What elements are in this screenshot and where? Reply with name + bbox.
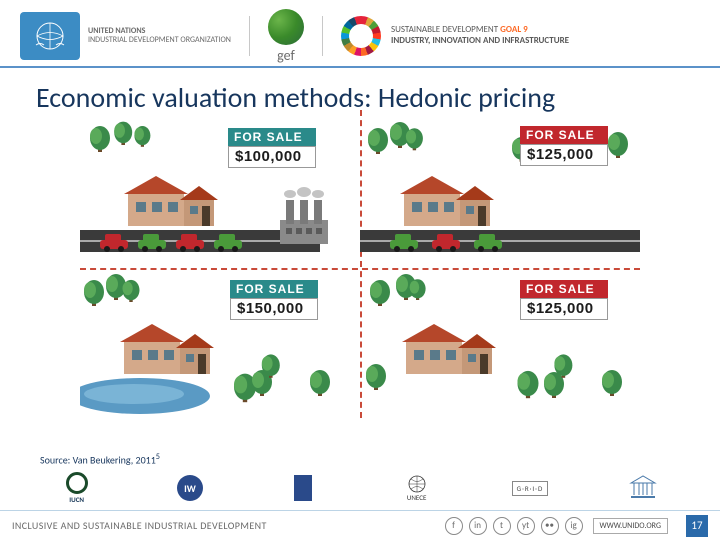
partner-logos-row: IUCN IW UNECE G·R·I·D (0, 470, 720, 506)
unece-label: UNECE (407, 493, 427, 502)
gef-globe-icon (268, 9, 304, 45)
slide-header: UNITED NATIONS INDUSTRIAL DEVELOPMENT OR… (0, 0, 720, 68)
sign-label: FOR SALE (520, 280, 608, 298)
unece-globe-icon (406, 475, 428, 493)
sdg-text: SUSTAINABLE DEVELOPMENT GOAL 9 INDUSTRY,… (391, 25, 569, 47)
flickr-icon[interactable]: •• (541, 517, 559, 535)
iw-badge-icon: IW (177, 475, 203, 501)
sign-price: $100,000 (228, 146, 316, 168)
unido-logo: UNITED NATIONS INDUSTRIAL DEVELOPMENT OR… (20, 12, 231, 60)
source-footnote: 5 (156, 452, 160, 462)
gef-logo: gef (268, 9, 304, 64)
unece-logo: UNECE (402, 475, 432, 501)
sdg-goal-label: SUSTAINABLE DEVELOPMENT (391, 24, 498, 35)
hedonic-pricing-infographic: FOR SALE $100,000 FOR SALE $125,000 (80, 118, 640, 418)
header-separator (249, 16, 250, 56)
facebook-icon[interactable]: f (445, 517, 463, 535)
sdg-tagline: INDUSTRY, INNOVATION AND INFRASTRUCTURE (391, 36, 569, 47)
iw-logo: IW (175, 475, 205, 501)
header-separator (322, 16, 323, 56)
undp-badge-icon (294, 475, 312, 501)
sdg-wheel-icon (341, 16, 381, 56)
for-sale-sign: FOR SALE $150,000 (230, 280, 318, 320)
footer-tagline: INCLUSIVE AND SUSTAINABLE INDUSTRIAL DEV… (12, 519, 435, 532)
quadrant-bottom-right: FOR SALE $125,000 (360, 268, 640, 418)
instagram-icon[interactable]: ig (565, 517, 583, 535)
sign-label: FOR SALE (228, 128, 316, 146)
for-sale-sign: FOR SALE $100,000 (228, 128, 316, 168)
grid-logo: G·R·I·D (515, 475, 545, 501)
for-sale-sign: FOR SALE $125,000 (520, 126, 608, 166)
sign-price: $125,000 (520, 144, 608, 166)
iucn-ring-icon (66, 472, 88, 494)
sign-price: $125,000 (520, 298, 608, 320)
linkedin-icon[interactable]: in (469, 517, 487, 535)
sdg-goal-number: GOAL 9 (500, 24, 528, 35)
grid-label: G·R·I·D (512, 481, 549, 496)
social-icons: f in t yt •• ig (445, 517, 583, 535)
unido-badge-icon (20, 12, 80, 60)
sign-label: FOR SALE (230, 280, 318, 298)
source-citation: Source: Van Beukering, 20115 (40, 452, 160, 466)
page-number: 17 (686, 515, 708, 537)
footer-bar: INCLUSIVE AND SUSTAINABLE INDUSTRIAL DEV… (0, 510, 720, 540)
quadrant-top-left: FOR SALE $100,000 (80, 118, 360, 268)
twitter-icon[interactable]: t (493, 517, 511, 535)
sign-price: $150,000 (230, 298, 318, 320)
undp-logo (288, 475, 318, 501)
quadrant-top-right: FOR SALE $125,000 (360, 118, 640, 268)
gef-label: gef (277, 47, 295, 64)
for-sale-sign: FOR SALE $125,000 (520, 280, 608, 320)
unido-line2: INDUSTRIAL DEVELOPMENT ORGANIZATION (88, 36, 231, 45)
quadrant-bottom-left: FOR SALE $150,000 (80, 268, 360, 418)
unesco-temple-icon (629, 475, 657, 501)
unesco-logo (628, 475, 658, 501)
iucn-logo: IUCN (62, 475, 92, 501)
source-text: Source: Van Beukering, 2011 (40, 453, 156, 466)
iucn-label: IUCN (69, 495, 84, 504)
website-url[interactable]: WWW.UNIDO.ORG (593, 518, 668, 534)
unido-text: UNITED NATIONS INDUSTRIAL DEVELOPMENT OR… (88, 27, 231, 45)
youtube-icon[interactable]: yt (517, 517, 535, 535)
sign-label: FOR SALE (520, 126, 608, 144)
